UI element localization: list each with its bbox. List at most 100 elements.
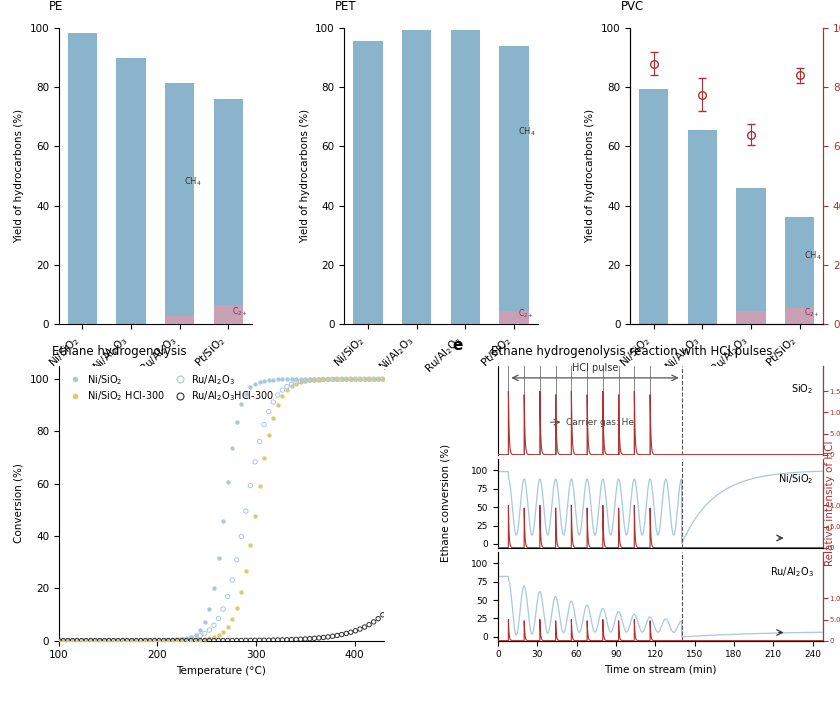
Point (339, 628, 353, 639)
Point (52, 635, 66, 646)
Point (212, 635, 225, 646)
Point (107, 635, 120, 646)
Point (112, 635, 125, 646)
Point (153, 635, 166, 646)
Point (93, 635, 107, 646)
Point (312, 374, 326, 385)
Point (88, 635, 102, 646)
Point (180, 633, 193, 644)
Point (207, 582, 221, 593)
Point (367, 616, 381, 627)
Point (171, 635, 184, 646)
Bar (165, 83, 194, 324)
Point (180, 635, 193, 646)
Text: C$_{2+}$: C$_{2+}$ (804, 306, 820, 319)
Point (116, 635, 129, 646)
Point (93, 635, 107, 646)
Point (362, 374, 375, 385)
Point (262, 406, 276, 417)
Point (71, 635, 84, 646)
Point (166, 635, 180, 646)
Bar (737, 310, 766, 324)
Point (303, 374, 317, 385)
Point (75, 635, 88, 646)
Text: CH$_4$: CH$_4$ (184, 176, 202, 189)
Point (129, 635, 143, 646)
Point (281, 374, 294, 385)
Point (244, 540, 257, 551)
Bar (785, 308, 815, 324)
Text: C$_{2+}$: C$_{2+}$ (518, 308, 534, 320)
Point (97, 635, 111, 646)
Point (144, 635, 157, 646)
Point (189, 635, 202, 646)
Point (71, 635, 84, 646)
Point (239, 388, 253, 399)
Point (166, 635, 180, 646)
Point (171, 634, 184, 646)
Point (294, 374, 307, 385)
Point (339, 374, 353, 385)
Point (303, 633, 317, 644)
Point (234, 635, 248, 646)
Point (289, 378, 302, 389)
Point (185, 631, 198, 643)
Point (271, 399, 285, 410)
Point (61, 635, 75, 646)
Point (239, 505, 253, 517)
Point (266, 412, 280, 423)
Point (253, 376, 266, 387)
Bar (214, 305, 243, 324)
Point (362, 619, 375, 630)
Point (120, 635, 134, 646)
Point (249, 378, 262, 389)
Point (249, 456, 262, 467)
Point (262, 634, 276, 646)
Point (88, 635, 102, 646)
X-axis label: Temperature (°C): Temperature (°C) (176, 666, 266, 676)
Point (221, 477, 234, 488)
Point (307, 375, 321, 386)
Point (125, 635, 139, 646)
Point (230, 554, 244, 565)
Bar (402, 30, 431, 324)
Point (161, 635, 175, 646)
Text: CH$_4$: CH$_4$ (804, 250, 822, 263)
Point (193, 635, 207, 646)
Point (116, 635, 129, 646)
Point (326, 374, 339, 385)
Point (129, 635, 143, 646)
Point (157, 635, 171, 646)
Point (153, 635, 166, 646)
Point (225, 635, 239, 646)
Point (66, 635, 79, 646)
Point (371, 374, 385, 385)
Bar (116, 58, 145, 324)
Point (271, 389, 285, 401)
Point (335, 374, 349, 385)
Point (362, 374, 375, 385)
Point (144, 635, 157, 646)
Point (157, 635, 171, 646)
Point (257, 375, 270, 386)
Point (97, 635, 111, 646)
Point (189, 631, 202, 643)
Legend: Ni/SiO$_2$, Ni/SiO$_2$ HCl-300, Ru/Al$_2$O$_3$, Ru/Al$_2$O$_3$HCl-300: Ni/SiO$_2$, Ni/SiO$_2$ HCl-300, Ru/Al$_2… (64, 371, 276, 406)
Point (335, 374, 349, 385)
Point (221, 635, 234, 646)
Point (266, 634, 280, 646)
Point (312, 632, 326, 643)
Text: PE: PE (50, 1, 64, 13)
Point (344, 374, 358, 385)
Point (230, 416, 244, 427)
Point (102, 635, 116, 646)
Text: CH$_4$: CH$_4$ (518, 125, 536, 138)
Point (198, 617, 212, 628)
Point (321, 631, 334, 643)
Point (312, 374, 326, 385)
Point (212, 553, 225, 564)
Point (276, 374, 289, 385)
Point (148, 635, 161, 646)
Point (80, 635, 93, 646)
Point (376, 374, 390, 385)
